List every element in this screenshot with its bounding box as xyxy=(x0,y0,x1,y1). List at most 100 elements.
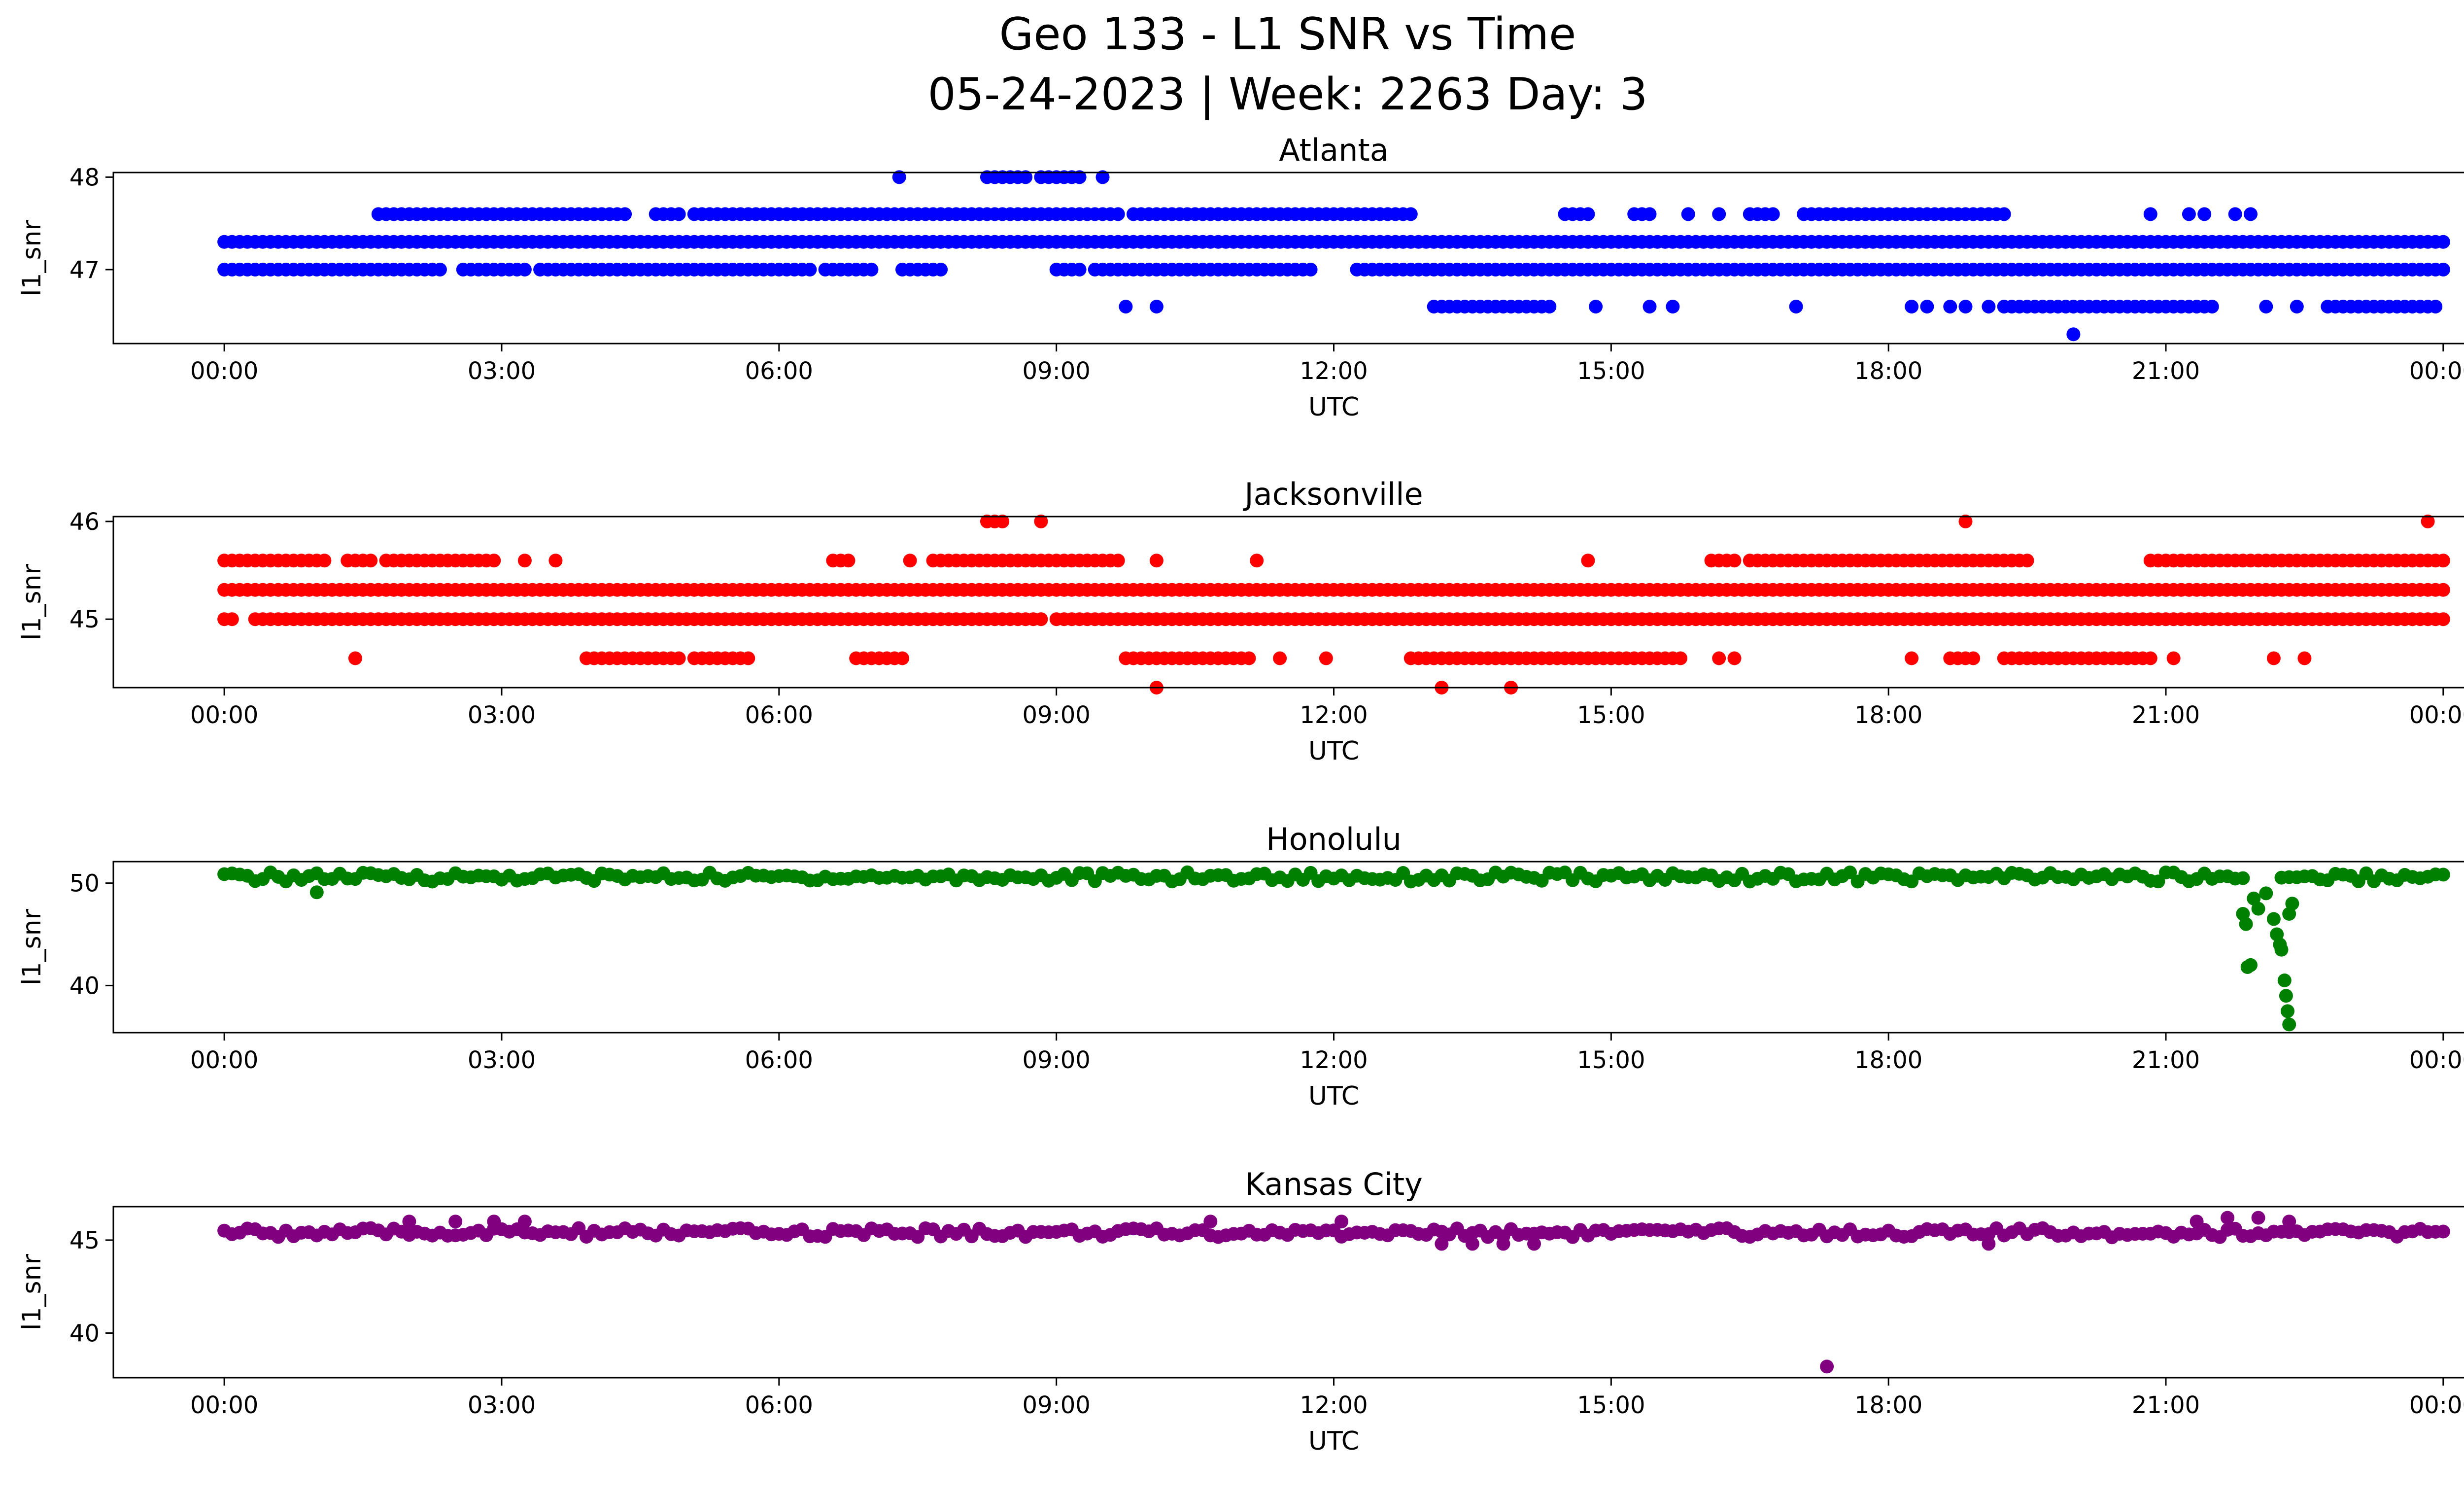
data-point xyxy=(892,170,906,184)
data-point xyxy=(487,554,501,568)
data-point xyxy=(2282,1017,2296,1032)
x-tick-label: 18:00 xyxy=(1854,1046,1922,1074)
y-tick-label: 45 xyxy=(69,606,100,633)
x-axis-label: UTC xyxy=(1308,1426,1359,1456)
data-point xyxy=(348,651,362,665)
data-point xyxy=(402,1215,416,1229)
data-point xyxy=(1943,300,1957,313)
data-point xyxy=(548,554,563,568)
data-point xyxy=(895,651,909,665)
x-tick-label: 18:00 xyxy=(1854,701,1922,729)
data-point xyxy=(2221,1211,2235,1225)
data-point xyxy=(2143,207,2157,221)
data-points xyxy=(217,514,2450,695)
x-tick-label: 00:00 xyxy=(2409,701,2464,729)
data-point xyxy=(2151,874,2165,889)
data-point xyxy=(2274,942,2289,957)
data-point xyxy=(2244,207,2258,221)
x-tick-label: 00:00 xyxy=(190,1046,258,1074)
data-point xyxy=(448,1215,463,1229)
panel-title: Atlanta xyxy=(1279,132,1388,168)
data-point xyxy=(1920,300,1934,313)
data-point xyxy=(2290,300,2304,313)
data-point xyxy=(1435,1237,1449,1251)
data-point xyxy=(1335,1215,1349,1229)
data-points xyxy=(217,1211,2450,1374)
data-point xyxy=(1958,300,1973,313)
data-point xyxy=(2429,300,2443,313)
x-tick-label: 03:00 xyxy=(468,701,536,729)
data-point xyxy=(1111,554,1125,568)
data-point xyxy=(2277,973,2292,987)
figure-title-line1: Geo 133 - L1 SNR vs Time xyxy=(999,8,1576,60)
data-point xyxy=(1095,170,1110,184)
panel-title: Honolulu xyxy=(1266,821,1402,857)
data-point xyxy=(2066,327,2081,342)
x-axis-label: UTC xyxy=(1308,736,1359,766)
data-point xyxy=(1019,170,1033,184)
data-point xyxy=(2282,1215,2296,1229)
data-point xyxy=(672,207,686,221)
data-point xyxy=(1149,554,1164,568)
x-tick-label: 00:00 xyxy=(2409,357,2464,385)
data-point xyxy=(517,554,532,568)
x-tick-label: 15:00 xyxy=(1577,1391,1645,1419)
data-point xyxy=(1982,300,1996,313)
data-point xyxy=(1766,207,1780,221)
x-tick-label: 06:00 xyxy=(745,1391,813,1419)
data-point xyxy=(2436,262,2450,277)
data-points xyxy=(217,865,2450,1032)
data-point xyxy=(1589,300,1603,313)
x-tick-label: 03:00 xyxy=(468,1046,536,1074)
x-tick-label: 21:00 xyxy=(2132,701,2200,729)
data-point xyxy=(934,262,948,277)
x-tick-label: 06:00 xyxy=(745,701,813,729)
x-tick-label: 21:00 xyxy=(2132,357,2200,385)
data-point xyxy=(1820,1359,1834,1374)
data-point xyxy=(2436,583,2450,597)
data-point xyxy=(2266,554,2281,568)
data-point xyxy=(2436,554,2450,568)
panel-honolulu: Honolulu 40 50 00:00 03:00 06:00 09:00 12:00 15:… xyxy=(17,821,2464,1111)
x-tick-label: 15:00 xyxy=(1577,1046,1645,1074)
data-point xyxy=(2190,1215,2204,1229)
data-point xyxy=(2421,514,2435,528)
data-point xyxy=(2020,554,2034,568)
x-tick-label: 00:00 xyxy=(190,1391,258,1419)
y-axis-label: l1_snr xyxy=(17,908,47,985)
data-point xyxy=(1203,1215,1218,1229)
data-point xyxy=(2259,300,2273,313)
data-point xyxy=(433,262,447,277)
data-point xyxy=(1034,514,1048,528)
data-point xyxy=(1242,651,1256,665)
data-point xyxy=(309,885,324,900)
data-point xyxy=(803,262,817,277)
x-tick-label: 21:00 xyxy=(2132,1391,2200,1419)
data-point xyxy=(903,554,917,568)
x-tick-label: 00:00 xyxy=(2409,1046,2464,1074)
x-axis-label: UTC xyxy=(1308,1081,1359,1111)
panel-kansas-city: Kansas City 40 45 00:00 03:00 06:00 09:00 12:00… xyxy=(17,1166,2464,1456)
data-point xyxy=(864,262,879,277)
data-point xyxy=(2236,871,2250,885)
data-point xyxy=(1303,262,1318,277)
data-point xyxy=(1712,207,1726,221)
data-point xyxy=(1905,300,1919,313)
data-point xyxy=(1789,300,1803,313)
x-axis-label: UTC xyxy=(1308,392,1359,422)
data-point xyxy=(2259,886,2273,901)
data-point xyxy=(2279,989,2293,1003)
data-point xyxy=(1403,207,1418,221)
data-point xyxy=(1465,1237,1479,1251)
data-point xyxy=(517,262,532,277)
x-tick-label: 03:00 xyxy=(468,357,536,385)
data-point xyxy=(487,1215,501,1229)
data-point xyxy=(1273,651,1287,665)
data-point xyxy=(317,554,332,568)
data-point xyxy=(2281,1004,2294,1018)
x-tick-label: 00:00 xyxy=(190,701,258,729)
data-point xyxy=(1643,300,1657,313)
data-point xyxy=(1149,300,1164,313)
x-tick-label: 12:00 xyxy=(1300,1391,1368,1419)
